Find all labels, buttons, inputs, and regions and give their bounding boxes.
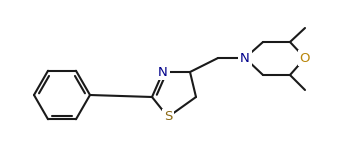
Text: N: N (240, 52, 250, 65)
Text: O: O (300, 52, 310, 65)
Text: S: S (164, 111, 172, 124)
Text: N: N (158, 66, 168, 79)
